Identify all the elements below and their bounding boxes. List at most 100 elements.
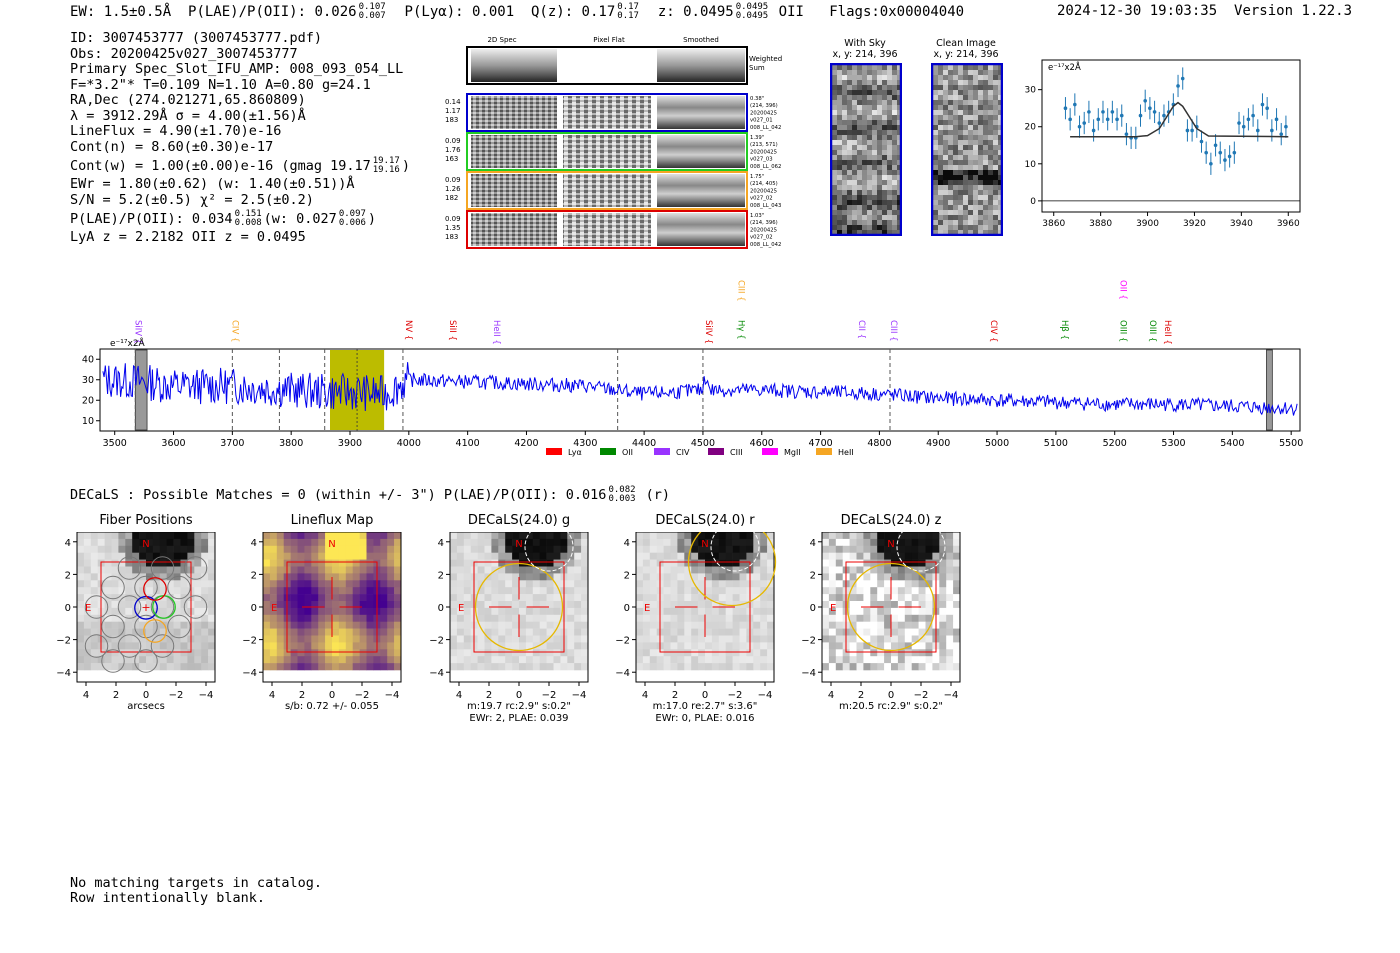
clean-pixel (943, 125, 948, 130)
decals-pixel (828, 580, 837, 588)
decals-pixel (318, 642, 326, 650)
decals-pixel (856, 580, 864, 588)
sky-pixel (887, 150, 892, 155)
sky-pixel (867, 105, 872, 110)
decals-pixel (863, 621, 871, 629)
header-datetime: 2024-12-30 19:03:35 (1057, 3, 1218, 19)
decals-pixel (642, 663, 651, 671)
decals-pixel (525, 607, 534, 616)
clean-pixel (938, 140, 943, 145)
decals-pixel (870, 587, 878, 595)
decals-pixel (953, 621, 961, 629)
decals-pixel (863, 656, 871, 664)
decals-pixel (311, 635, 319, 643)
decals-pixel (767, 552, 775, 560)
decals-pixel (822, 566, 830, 574)
cutout-row-meta: 008_LL_062 (750, 164, 781, 170)
decals-pixel (304, 601, 312, 609)
clean-pixel (943, 155, 948, 160)
decals-pixel (525, 538, 534, 547)
cutout-2dspec-image (471, 213, 557, 246)
sky-pixel (887, 180, 892, 185)
clean-pixel (993, 110, 998, 115)
decals-pixel (201, 601, 209, 609)
zoom-xtick-label: 3920 (1183, 219, 1206, 229)
sky-pixel (832, 220, 837, 225)
decals-pixel (870, 663, 878, 671)
decals-pixel (553, 628, 561, 636)
sky-pixel (847, 200, 852, 205)
clean-pixel (998, 100, 1003, 105)
clean-pixel (988, 130, 993, 135)
clean-pixel (958, 185, 963, 190)
decals-pixel (77, 635, 85, 643)
decals-summary-end: (r) (645, 487, 671, 503)
decals-pixel (263, 580, 271, 588)
decals-pixel (953, 566, 961, 574)
sky-pixel (857, 140, 862, 145)
clean-pixel (988, 200, 993, 205)
sky-pixel (877, 65, 882, 70)
decals-pixel (581, 649, 589, 657)
decals-pixel (670, 545, 678, 553)
decals-pixel (83, 545, 92, 553)
clean-pixel (968, 150, 973, 155)
sky-pixel (847, 95, 852, 100)
decals-pixel (77, 559, 85, 567)
sky-pixel (857, 220, 862, 225)
sky-pixel (842, 215, 847, 220)
decals-pixel (477, 573, 485, 581)
decals-pixel (884, 642, 892, 650)
decals-pixel (684, 552, 692, 560)
decals-pixel (725, 552, 733, 560)
clean-pixel (958, 140, 963, 145)
decals-pixel (911, 538, 919, 547)
decals-pixel (560, 552, 568, 560)
decals-pixel (539, 607, 547, 616)
decals-pixel (276, 559, 284, 567)
clean-pixel (953, 120, 958, 125)
decals-pixel (332, 621, 340, 629)
header-bar: EW: 1.5±0.5Å P(LAE)/P(OII): 0.026 0.107 0.… (70, 3, 964, 21)
decals-pixel (111, 566, 119, 574)
decals-pixel (512, 532, 520, 540)
decals-pixel (194, 656, 202, 664)
clean-pixel (973, 90, 978, 95)
decals-pixel (366, 566, 374, 574)
decals-pixel (394, 538, 402, 547)
clean-pixel (988, 180, 993, 185)
decals-pixel (380, 566, 388, 574)
decals-pixel (332, 635, 340, 643)
decals-pixel (269, 621, 278, 629)
clean-pixel (953, 135, 958, 140)
spectrum-legend-swatch (762, 448, 778, 455)
decals-pixel (953, 628, 961, 636)
decals-pixel (636, 552, 644, 560)
clean-pixel (933, 180, 938, 185)
spectrum-legend-swatch (708, 448, 724, 455)
sky-pixel (897, 230, 902, 235)
decals-pixel (732, 538, 740, 547)
decals-pixel (450, 594, 458, 602)
clean-pixel (968, 220, 973, 225)
decals-pixel (132, 559, 140, 567)
decals-pixel (132, 635, 140, 643)
decals-pixel (139, 559, 147, 567)
sky-pixel (832, 135, 837, 140)
decals-pixel (691, 642, 699, 650)
decals-pixel (352, 594, 360, 602)
decals-pixel (918, 601, 926, 609)
decals-pixel (849, 559, 857, 567)
decals-pixel (581, 614, 589, 622)
decals-pixel (166, 552, 174, 560)
decals-pixel (276, 538, 284, 547)
sky-pixel (867, 215, 872, 220)
fiber-circle (183, 556, 208, 580)
decals-pixel (691, 587, 699, 595)
spectrum-xtick-label: 4000 (397, 438, 421, 449)
cutout-col-2dspec: 2D Spec (487, 36, 516, 44)
spectrum-legend-label: OII (622, 448, 633, 457)
clean-pixel (963, 85, 968, 90)
decals-pixel (553, 607, 561, 616)
decals-pixel (897, 566, 906, 574)
